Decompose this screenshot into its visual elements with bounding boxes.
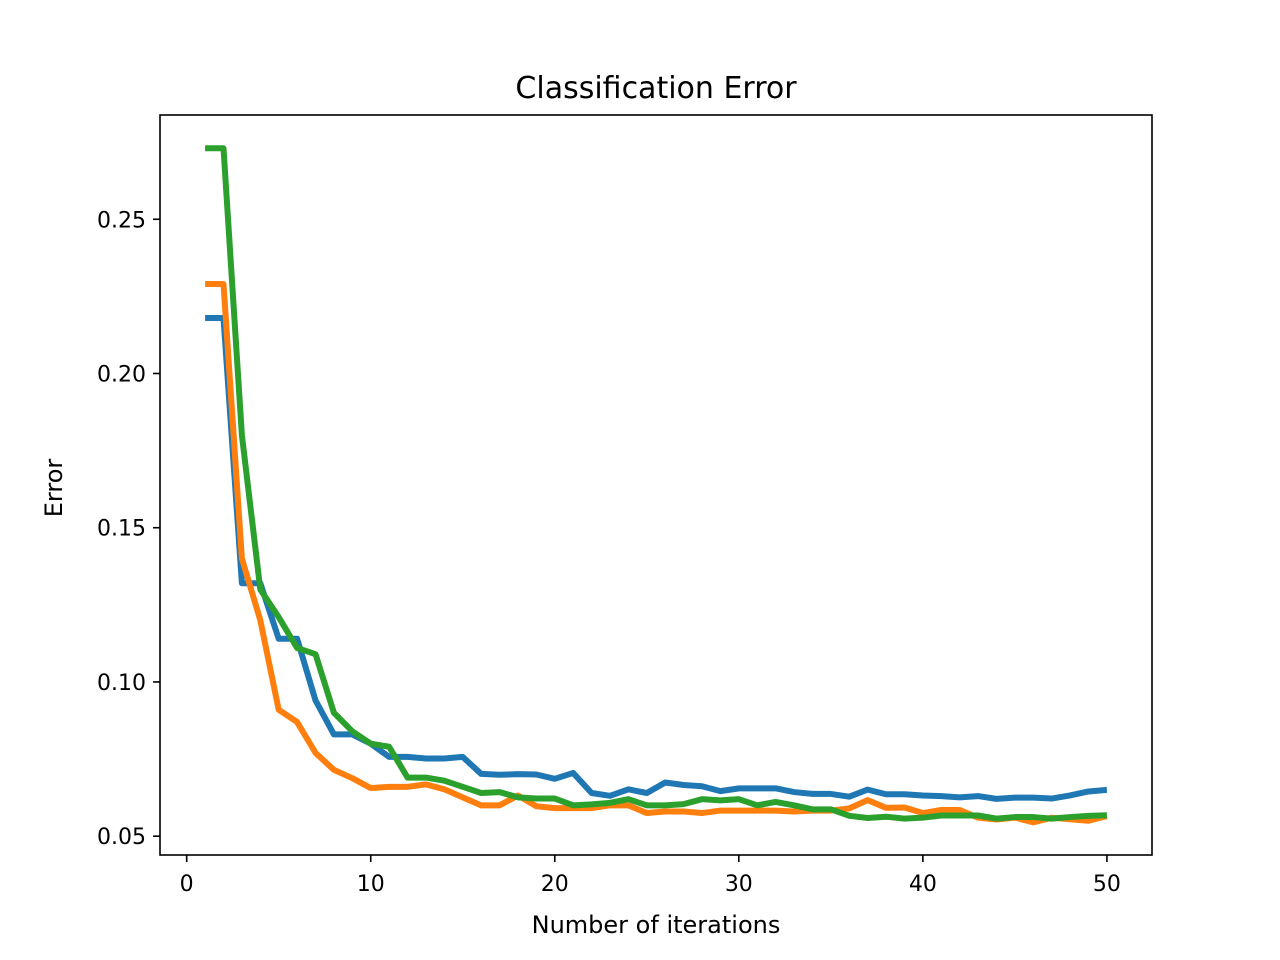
y-axis-label: Error — [40, 459, 68, 518]
series-line-3 — [205, 145, 1108, 822]
x-tick-label: 20 — [541, 872, 569, 897]
y-tick-label: 0.15 — [97, 517, 146, 542]
x-tick-label: 50 — [1093, 872, 1121, 897]
x-axis-label: Number of iterations — [532, 911, 781, 939]
x-tick-label: 0 — [180, 872, 194, 897]
y-axis-ticks: 0.05 0.10 0.15 0.20 0.25 — [97, 208, 160, 850]
x-tick-label: 10 — [357, 872, 385, 897]
series-line-2 — [205, 281, 1108, 826]
x-axis-ticks: 0 10 20 30 40 50 — [180, 855, 1121, 897]
y-tick-label: 0.10 — [97, 671, 146, 696]
y-tick-label: 0.05 — [97, 825, 146, 850]
series-layer — [205, 145, 1108, 826]
plot-frame — [159, 114, 1153, 856]
x-tick-label: 30 — [725, 872, 753, 897]
y-tick-label: 0.20 — [97, 362, 146, 387]
x-tick-label: 40 — [909, 872, 937, 897]
chart-title: Classification Error — [515, 71, 797, 106]
y-tick-label: 0.25 — [97, 208, 146, 233]
